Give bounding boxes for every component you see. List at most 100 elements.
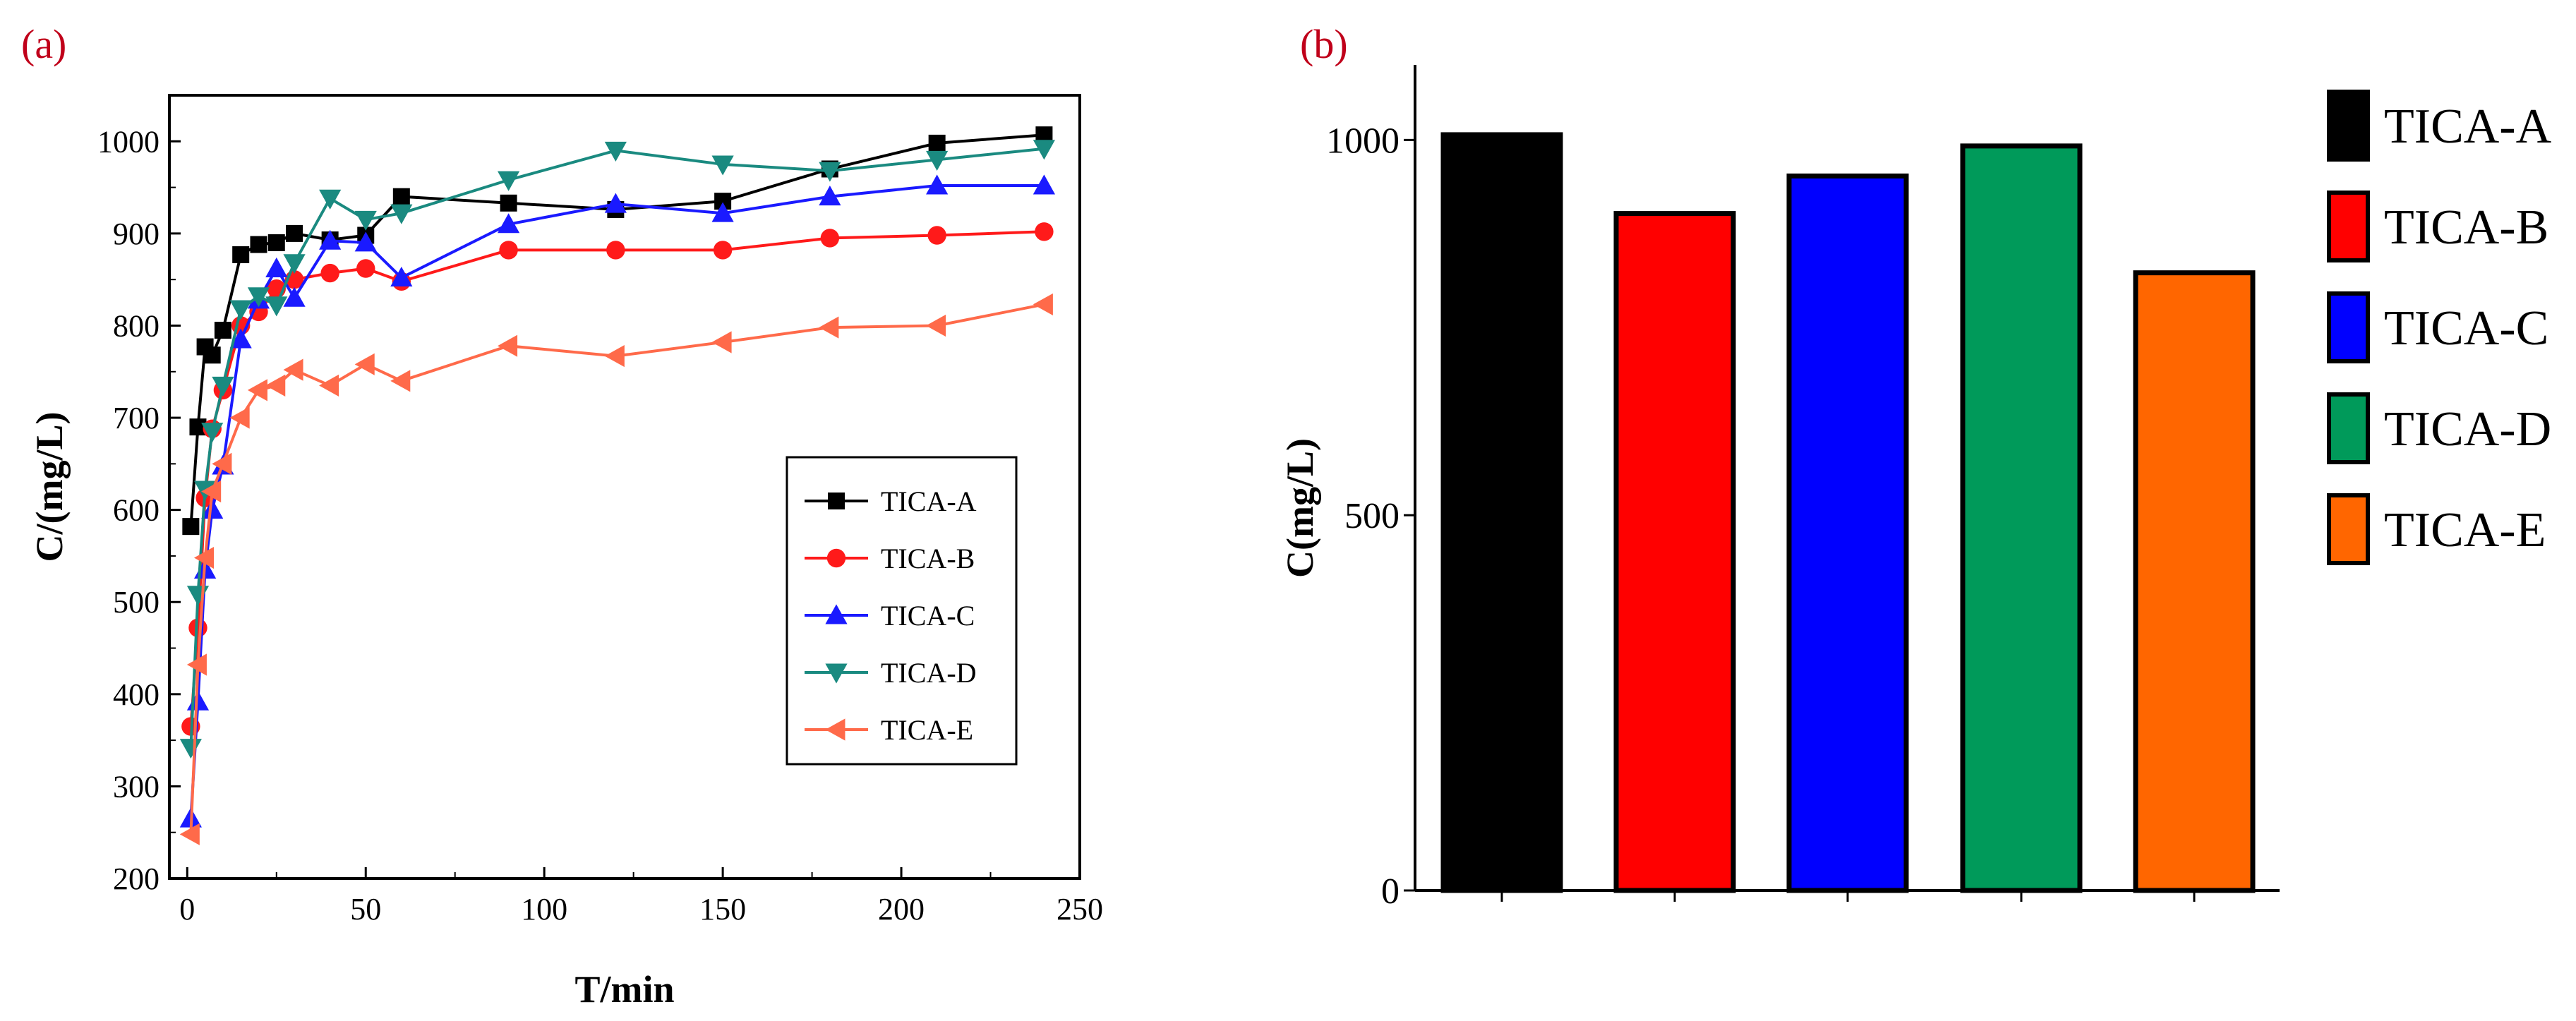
data-point [499,241,518,260]
data-point [283,254,306,274]
data-point [497,213,520,234]
data-point [926,174,949,195]
legend-swatch [2327,493,2370,565]
data-point [354,353,375,375]
data-point [604,193,627,213]
legend-item-tica-a: TICA-A [805,485,977,517]
panel-b-y-axis: 0 500 1000 [1326,121,1415,912]
data-point [179,739,202,759]
data-point [604,141,627,162]
data-point [265,374,286,397]
data-point [265,296,288,317]
series-tica-b [181,222,1054,736]
data-point [232,246,250,263]
legend-item-tica-a: TICA-A [2327,90,2552,162]
panel-a-series-group [179,126,1056,845]
series-line [189,184,1045,819]
data-point [283,358,303,381]
panel-a-plot-frame [168,94,1081,880]
legend-item-tica-d: TICA-D [805,657,977,689]
data-point [500,194,517,212]
data-point [229,328,252,349]
data-point [267,234,285,251]
bar-tica-b [1613,211,1736,893]
data-point [928,134,946,152]
data-point [212,452,232,475]
legend-label: TICA-D [2384,402,2551,457]
panel-b-y-axis-title: C(mg/L) [1279,438,1321,578]
y-tick-label: 500 [1344,496,1400,536]
data-point [247,287,270,308]
panel-a-y-axis-title: C/(mg/L) [28,412,71,562]
data-point [711,155,734,176]
panel-a-x-axis: 0 50 100 150 200 250 [179,867,1103,926]
data-point [201,480,222,503]
data-point [250,236,267,253]
data-point [927,226,946,245]
legend-marker [825,718,845,741]
legend-marker [826,548,846,568]
y-tick-label: 600 [113,493,160,528]
panel-a-x-axis-title: T/min [574,968,674,1010]
data-point [390,370,411,392]
data-point [820,229,840,248]
data-point [212,376,234,397]
legend-marker [825,604,848,624]
data-point [201,499,224,519]
data-point [214,322,231,339]
legend-item-tica-e: TICA-E [805,714,973,746]
legend-label: TICA-E [881,714,973,746]
data-point [819,316,839,339]
legend-swatch [2327,191,2370,262]
y-tick-label: 500 [113,585,160,620]
data-point [926,314,946,337]
legend-label: TICA-A [881,485,977,517]
legend-item-tica-d: TICA-D [2327,392,2551,464]
panel-b-label: (b) [1300,21,1348,67]
panel-b-bars-group [1440,132,2256,893]
data-point [713,241,733,260]
x-tick-label: 250 [1057,892,1103,926]
data-point [711,202,734,222]
data-point [604,344,625,368]
data-point [179,823,200,845]
data-point [356,259,375,278]
y-tick-label: 1000 [1326,121,1400,161]
data-point [354,210,377,231]
data-point [265,257,288,277]
data-point [186,586,210,606]
y-tick-label: 0 [1381,871,1400,912]
data-point [606,241,625,260]
legend-label: TICA-A [2384,99,2552,154]
legend-swatch [2327,90,2370,162]
data-point [819,162,841,182]
data-point [711,331,732,354]
data-point [186,653,207,676]
y-tick-label: 800 [113,308,160,343]
y-tick-label: 900 [113,217,160,251]
legend-swatch [2327,392,2370,464]
y-tick-label: 200 [113,862,160,896]
data-point [193,546,215,569]
bar-tica-c [1786,173,1909,893]
bar-tica-a [1440,132,1563,893]
legend-marker [828,493,845,509]
data-point [1033,140,1056,160]
legend-swatch [2327,291,2370,363]
data-point [286,224,303,242]
data-point [203,346,221,364]
x-tick-label: 0 [179,892,195,926]
data-point [819,186,841,206]
data-point [1033,174,1056,195]
legend-item-tica-c: TICA-C [805,600,975,632]
data-point [1033,293,1053,316]
data-point [229,300,252,320]
panel-a-legend-box [786,456,1018,766]
data-point [320,263,339,283]
legend-item-tica-c: TICA-C [2327,291,2548,363]
x-tick-label: 150 [699,892,746,926]
data-point [390,266,413,287]
data-point [392,188,410,205]
